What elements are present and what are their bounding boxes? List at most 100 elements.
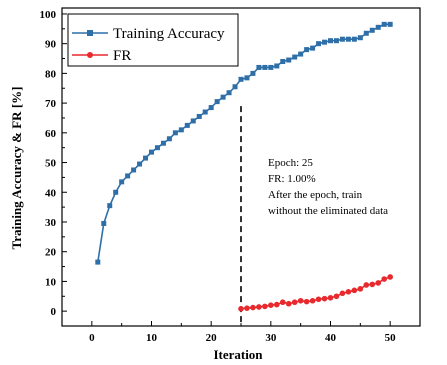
data-point — [376, 25, 381, 30]
data-point — [280, 299, 286, 305]
data-point — [107, 203, 112, 208]
data-point — [274, 63, 279, 68]
legend-marker — [87, 30, 93, 36]
data-point — [328, 295, 334, 301]
x-tick-label: 10 — [146, 332, 158, 344]
y-tick-label: 50 — [45, 158, 57, 170]
data-point — [149, 150, 154, 155]
data-point — [197, 114, 202, 119]
data-point — [233, 84, 238, 89]
legend-marker — [87, 52, 93, 58]
y-tick-label: 90 — [45, 39, 57, 51]
data-point — [369, 282, 375, 288]
data-point — [310, 46, 315, 51]
y-tick-label: 100 — [40, 9, 57, 21]
data-point — [322, 296, 328, 302]
series — [238, 274, 393, 311]
data-point — [250, 305, 256, 311]
data-point — [155, 145, 160, 150]
annotation: Epoch: 25 FR: 1.00% After the epoch, tra… — [268, 157, 388, 217]
data-point — [286, 58, 291, 63]
x-axis-title: Iteration — [213, 347, 263, 362]
legend-label: Training Accuracy — [113, 26, 225, 42]
data-point — [191, 118, 196, 123]
data-point — [238, 306, 244, 312]
data-point — [268, 65, 273, 70]
data-point — [161, 141, 166, 146]
data-point — [358, 286, 364, 292]
data-point — [256, 304, 262, 310]
data-point — [375, 280, 381, 286]
y-tick-label: 30 — [45, 217, 57, 229]
x-tick-label: 0 — [89, 332, 95, 344]
legend-label: FR — [113, 48, 131, 64]
legend: Training Accuracy FR — [68, 14, 238, 66]
data-point — [316, 296, 322, 302]
data-point — [298, 52, 303, 57]
data-point — [352, 37, 357, 42]
data-point — [256, 65, 261, 70]
data-point — [292, 299, 298, 305]
data-point — [113, 190, 118, 195]
y-tick-label: 20 — [45, 247, 57, 259]
data-point — [381, 276, 387, 282]
y-tick-label: 10 — [45, 276, 57, 288]
data-point — [298, 298, 304, 304]
data-point — [173, 130, 178, 135]
data-point — [364, 282, 370, 288]
data-point — [137, 162, 142, 167]
data-point — [101, 221, 106, 226]
data-point — [280, 59, 285, 64]
data-point — [328, 38, 333, 43]
y-tick-label: 0 — [51, 306, 57, 318]
data-point — [304, 47, 309, 52]
y-axis-title: Training Accuracy & FR [%] — [9, 87, 24, 250]
data-point — [388, 22, 393, 27]
data-point — [262, 304, 268, 310]
data-point — [203, 110, 208, 115]
data-point — [119, 179, 124, 184]
data-point — [310, 298, 316, 304]
data-point — [382, 22, 387, 27]
data-point — [179, 127, 184, 132]
data-point — [227, 90, 232, 95]
data-point — [244, 305, 250, 311]
data-point — [364, 31, 369, 36]
data-point — [334, 293, 340, 299]
data-point — [346, 289, 352, 295]
series-line — [241, 277, 390, 309]
data-point — [209, 105, 214, 110]
x-tick-label: 20 — [206, 332, 218, 344]
x-tick-label: 50 — [385, 332, 397, 344]
data-point — [239, 77, 244, 82]
data-point — [316, 41, 321, 46]
data-point — [221, 95, 226, 100]
data-point — [352, 288, 358, 294]
data-point — [358, 35, 363, 40]
data-point — [215, 99, 220, 104]
data-point — [268, 302, 274, 308]
data-point — [292, 55, 297, 60]
data-point — [340, 37, 345, 42]
annotation-line: Epoch: 25 — [268, 157, 313, 169]
annotation-line: After the epoch, train — [268, 189, 363, 201]
data-point — [125, 173, 130, 178]
y-tick-label: 60 — [45, 128, 57, 140]
annotation-line: FR: 1.00% — [268, 173, 316, 185]
data-point — [346, 37, 351, 42]
data-point — [131, 167, 136, 172]
data-point — [322, 40, 327, 45]
y-tick-label: 70 — [45, 98, 57, 110]
annotation-line: without the eliminated data — [268, 205, 388, 217]
x-tick-label: 40 — [325, 332, 337, 344]
data-point — [340, 291, 346, 297]
data-point — [262, 65, 267, 70]
data-point — [167, 136, 172, 141]
data-point — [244, 75, 249, 80]
data-point — [286, 301, 292, 307]
data-point — [370, 28, 375, 33]
data-point — [143, 156, 148, 161]
y-tick-label: 40 — [45, 187, 57, 199]
data-point — [304, 299, 310, 305]
